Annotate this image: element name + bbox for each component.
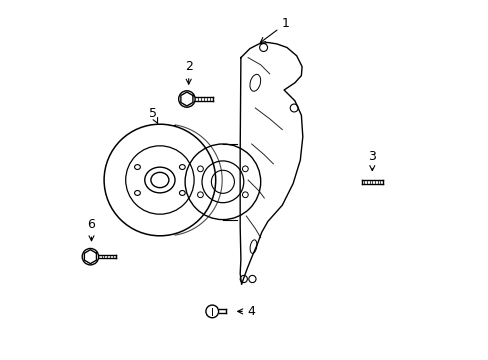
Text: 2: 2 <box>184 60 192 84</box>
Text: 5: 5 <box>148 107 157 123</box>
Text: 1: 1 <box>260 17 289 42</box>
Text: 6: 6 <box>87 219 95 241</box>
Text: 3: 3 <box>367 150 375 171</box>
Text: 4: 4 <box>237 305 255 318</box>
